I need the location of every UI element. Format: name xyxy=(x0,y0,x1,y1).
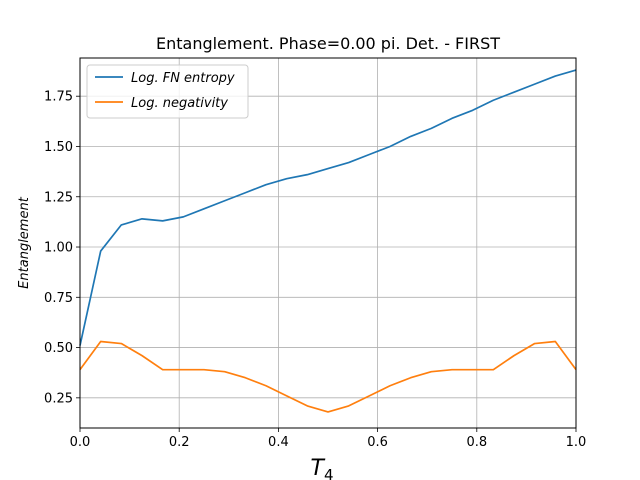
x-tick-label: 0.8 xyxy=(466,435,487,450)
x-axis-label-main: T xyxy=(311,456,326,480)
series-lines xyxy=(79,69,577,413)
y-tick-label: 1.00 xyxy=(44,241,73,256)
x-axis-label-subscript: 4 xyxy=(324,466,334,480)
y-tick-label: 1.50 xyxy=(44,140,73,155)
plot-frame xyxy=(79,57,577,429)
legend-label-negativity: Log. negativity xyxy=(131,96,228,111)
y-tick-label: 0.50 xyxy=(44,341,73,356)
plot-area xyxy=(80,58,576,428)
x-axis-label: T4 xyxy=(311,456,334,480)
y-tick-label: 1.25 xyxy=(44,190,73,205)
y-tick-label: 1.75 xyxy=(44,90,73,105)
y-tick-label: 0.25 xyxy=(44,391,73,406)
series-line-negativity xyxy=(79,340,577,413)
x-tick-label: 1.0 xyxy=(566,435,587,450)
y-axis-label: Entanglement xyxy=(17,196,32,289)
x-tick-label: 0.6 xyxy=(367,435,388,450)
legend-box xyxy=(86,64,249,119)
x-tick-label: 0.4 xyxy=(268,435,289,450)
legend: Log. FN entropy Log. negativity xyxy=(86,64,249,119)
axis-ticks: 0.0 0.2 0.4 0.6 0.8 1.0 0.25 0.50 0.75 1.00 1.25 1.… xyxy=(44,90,586,450)
x-tick-label: 0.2 xyxy=(169,435,190,450)
legend-label-fn-entropy: Log. FN entropy xyxy=(131,71,235,86)
y-tick-label: 0.75 xyxy=(44,291,73,306)
series-line-fn-entropy xyxy=(79,69,577,346)
chart-title: Entanglement. Phase=0.00 pi. Det. - FIRS… xyxy=(156,34,500,53)
x-tick-label: 0.0 xyxy=(70,435,91,450)
